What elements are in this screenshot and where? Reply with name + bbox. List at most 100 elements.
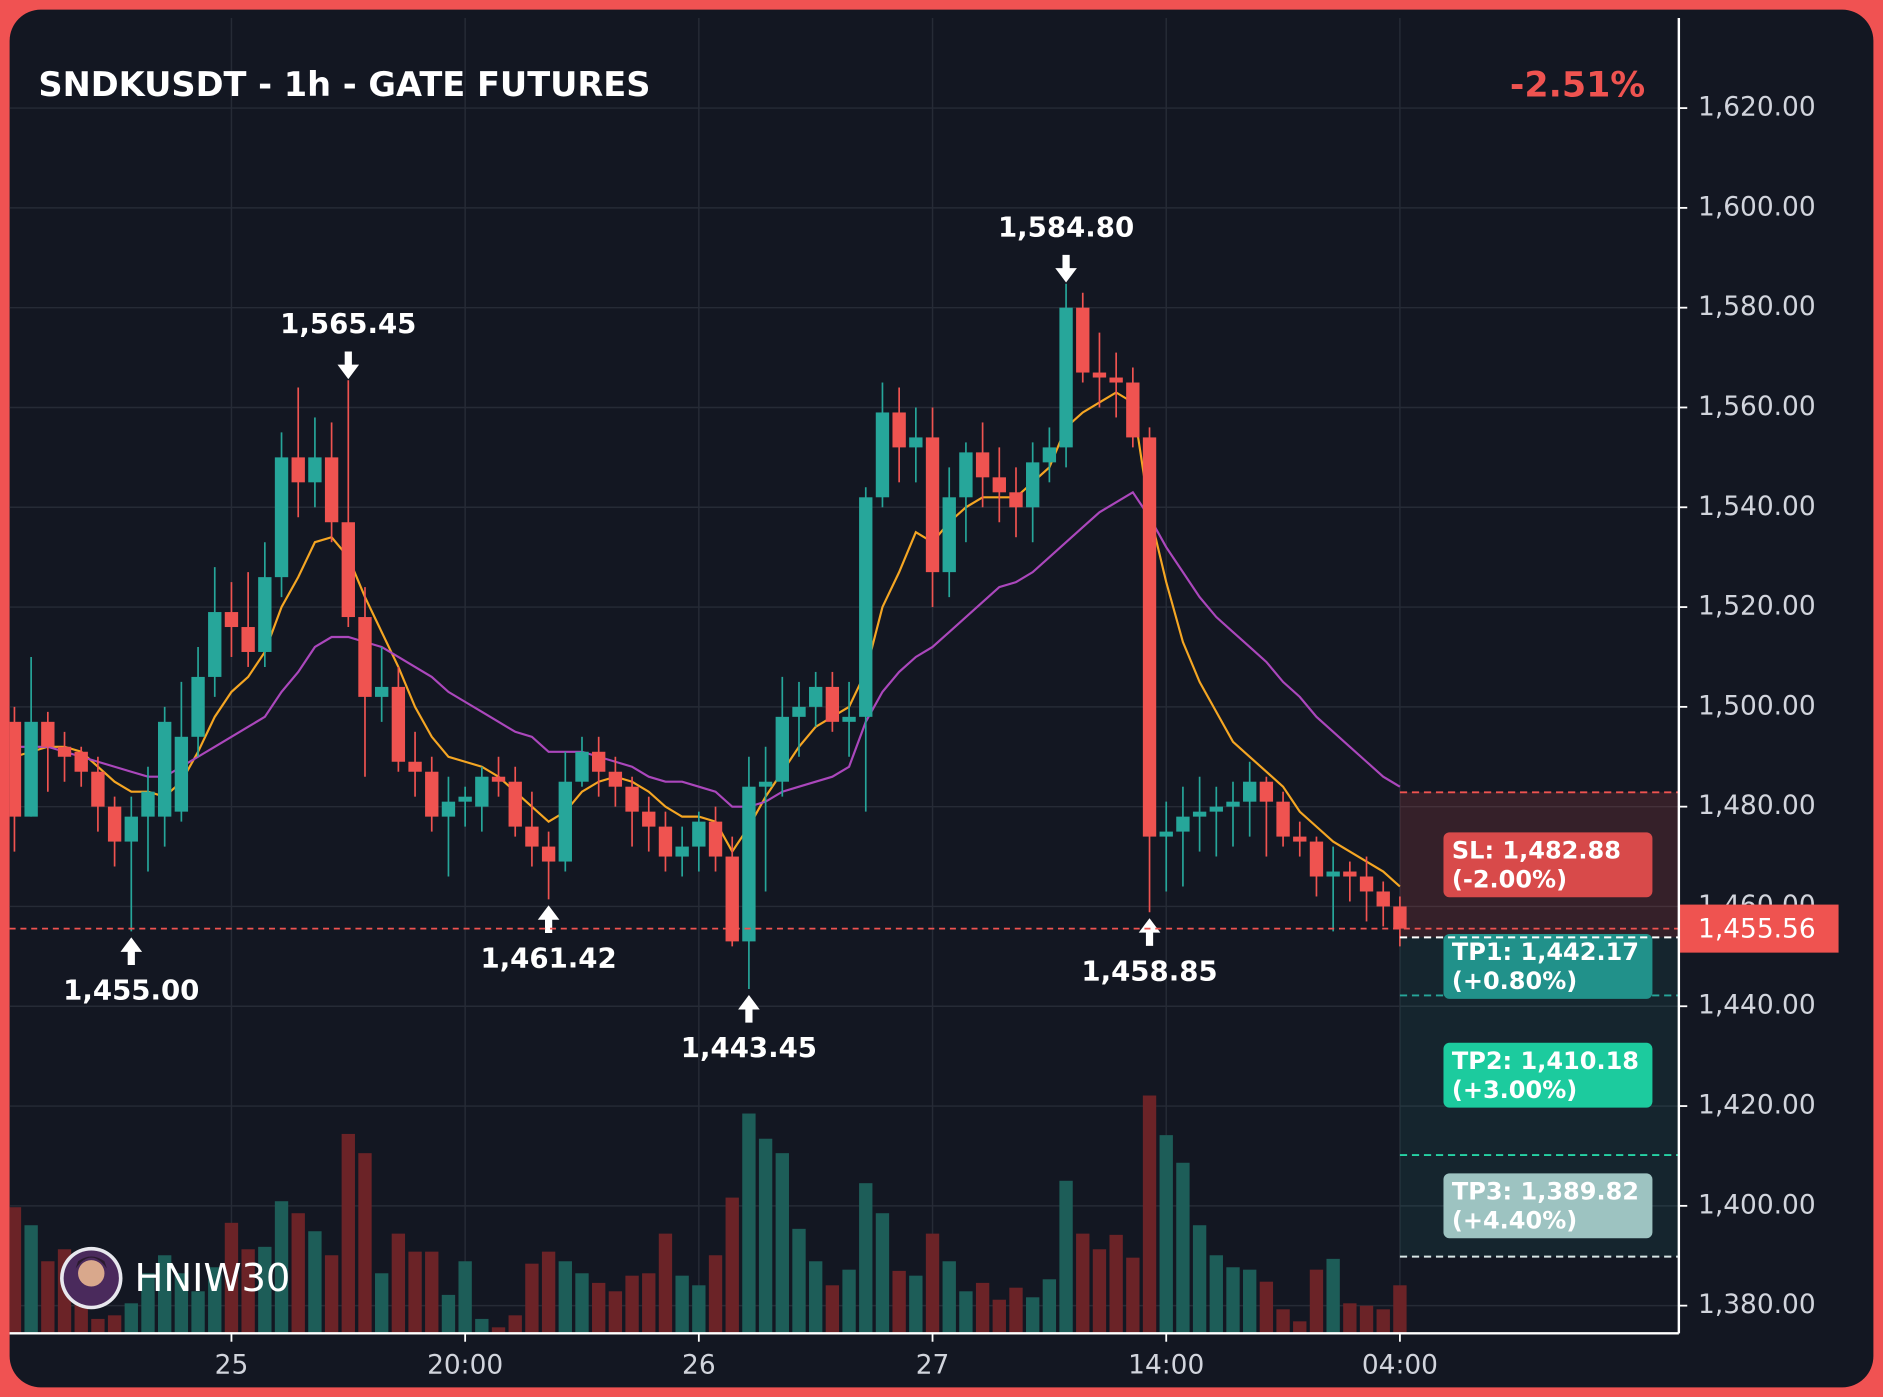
candle-body [1076,307,1090,373]
annotation-label: 1,458.85 [1081,954,1217,987]
volume-bar [274,1201,289,1334]
volume-bar [1109,1234,1123,1334]
volume-bar [1009,1287,1023,1334]
volume-bar [358,1153,372,1334]
candle-body [892,412,906,448]
overlay: 1,380.001,400.001,420.001,440.001,460.00… [9,92,1839,1380]
volume-bar [375,1273,389,1334]
candle-body [74,751,88,772]
candle-body [1209,806,1223,812]
annotation-label: 1,565.45 [280,307,416,340]
volume-bar [909,1275,923,1334]
y-tick-label: 1,600.00 [1698,191,1816,222]
candle-body [925,437,940,573]
level-box [1443,1173,1653,1239]
volume-bar [992,1299,1006,1334]
volume-bar [174,1273,189,1334]
volume-bar [1042,1279,1057,1334]
candle-body [1343,871,1357,877]
volume-bar [809,1261,823,1334]
candle-body [258,577,272,652]
volume-bar [725,1197,739,1334]
candle-body [1092,372,1107,378]
volume-bar [1343,1303,1357,1334]
candle-body [508,781,522,827]
volume-bar [475,1318,489,1334]
candle-body [975,452,990,478]
candle-body [809,686,823,707]
volume-bar [758,1138,773,1334]
candle-body [708,821,723,857]
y-tick-label: 1,420.00 [1698,1090,1816,1121]
volume-bar [792,1228,806,1334]
volume-bar [158,1255,172,1334]
candle-body [1243,781,1257,802]
level-label: TP2: 1,410.18 [1452,1047,1639,1075]
candle-body [875,412,890,498]
ma-line [14,490,1401,808]
avatar-hair [75,1256,107,1269]
x-tick-label: 26 [682,1349,716,1380]
volume-bar [825,1285,840,1334]
last-price-tag [1678,904,1839,953]
volume-bar [441,1294,456,1334]
level-box [1443,1042,1653,1108]
annotation-arrow [1138,918,1161,946]
candle-body [1376,891,1390,907]
candle-body [1142,437,1157,837]
volume-bar [508,1315,522,1334]
candle-body [408,761,422,772]
candle-body [675,846,689,857]
level-pct: (+4.40%) [1452,1206,1577,1234]
candle-body [608,771,623,787]
y-tick-label: 1,400.00 [1698,1189,1816,1220]
volume-bar [925,1233,940,1334]
volume-bar [308,1231,322,1334]
volume-bar [1376,1309,1390,1334]
candle-body [91,771,105,807]
volume-bar [541,1251,556,1334]
candle-body [592,751,606,772]
annotation-arrow [337,351,360,380]
candle-body [1276,801,1290,837]
change-label: -2.51% [1510,65,1645,105]
candle-body [959,452,973,498]
candle-body [1192,811,1207,817]
y-tick-label: 1,480.00 [1698,790,1816,821]
candle-body [1059,307,1073,448]
candle-body [475,776,489,807]
x-tick-label: 14:00 [1128,1349,1204,1380]
candle-body [107,806,122,842]
volume-bar [1176,1162,1190,1334]
candle-body [775,716,789,782]
level-pct: (+0.80%) [1452,967,1577,995]
volume-bar [1059,1180,1073,1334]
level-pct: (+3.00%) [1452,1076,1577,1104]
candle-body [9,721,22,817]
volume-bar [258,1246,272,1334]
candle-body [158,721,172,817]
chart-title: SNDKUSDT - 1h - GATE FUTURES [38,65,650,104]
volume-bar [408,1251,422,1334]
volume-bar [191,1291,205,1334]
last-price-label: 1,455.56 [1698,913,1816,944]
volume-bar [341,1133,355,1334]
volume-bar [324,1255,339,1334]
candle-body [642,811,656,827]
volume-bar [525,1263,539,1334]
candle-body [1293,836,1307,842]
candle-body [541,846,556,862]
candle-body [1042,447,1057,463]
annotation-label: 1,455.00 [63,973,199,1006]
volume-bar [224,1222,239,1334]
candle-body [124,816,138,842]
y-tick-label: 1,540.00 [1698,491,1816,522]
candle-body [1309,841,1324,877]
volume-bar [625,1275,639,1334]
volume-bar [842,1269,856,1334]
volume-bar [1276,1309,1290,1334]
candle-body [742,786,756,942]
candle-body [825,686,840,722]
panel [9,9,1874,1388]
level-pct: (-2.00%) [1452,865,1567,893]
